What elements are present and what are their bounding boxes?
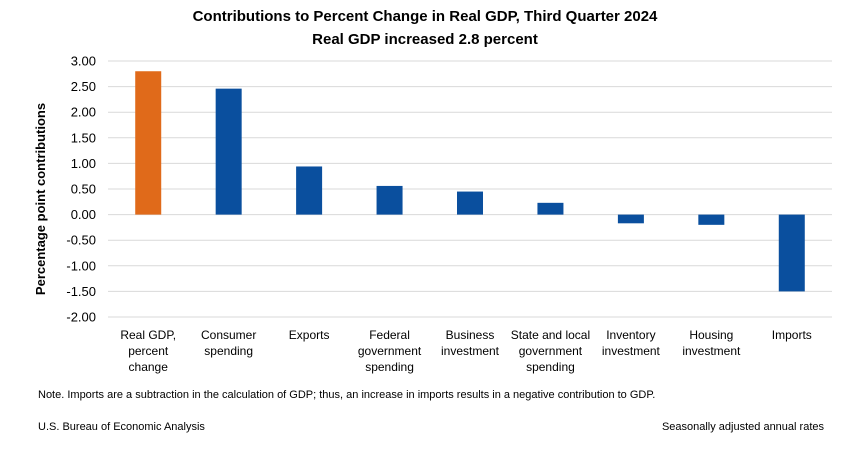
y-tick-label: 2.00 — [71, 105, 96, 120]
y-tick-label: 0.50 — [71, 182, 96, 197]
category-label: Inventory investment — [602, 328, 661, 358]
category-label-layer: Real GDP, percent change Consumer spending Ex… — [120, 328, 811, 374]
bar — [296, 166, 323, 215]
chart-title: Contributions to Percent Change in Real … — [193, 8, 658, 25]
chart-subtitle: Real GDP increased 2.8 percent — [312, 31, 538, 48]
bar — [537, 202, 564, 215]
y-tick-label: -0.50 — [66, 233, 96, 248]
chart-note: Note. Imports are a subtraction in the c… — [38, 389, 656, 401]
y-tick-label: -1.00 — [66, 258, 96, 273]
category-label: Federal government spending — [358, 328, 422, 374]
y-tick-label: -2.00 — [66, 310, 96, 325]
category-label: Real GDP, percent change — [120, 328, 176, 374]
bar — [215, 88, 242, 215]
category-label: Exports — [289, 328, 330, 342]
y-tick-label: 1.50 — [71, 130, 96, 145]
source-label: U.S. Bureau of Economic Analysis — [38, 421, 205, 433]
y-axis-title: Percentage point contributions — [33, 103, 48, 295]
y-tick-label: -1.50 — [66, 284, 96, 299]
bar — [698, 214, 725, 225]
y-tick-label: 3.00 — [71, 54, 96, 69]
y-tick-label: 2.50 — [71, 79, 96, 94]
bar — [135, 71, 162, 215]
category-label: Imports — [772, 328, 812, 342]
category-label: Consumer spending — [201, 328, 256, 358]
y-tick-label: 0.00 — [71, 207, 96, 222]
bar — [778, 214, 805, 292]
category-label: Housing investment — [682, 328, 741, 358]
bar — [617, 214, 644, 224]
rates-label: Seasonally adjusted annual rates — [661, 421, 824, 433]
y-tick-layer: 3.00 2.50 2.00 1.50 1.00 0.50 0.00 -0.50 -1.00 -1… — [66, 54, 96, 325]
category-label: Business investment — [441, 328, 500, 358]
bar — [376, 185, 403, 215]
category-label: State and local government spending — [511, 328, 590, 374]
bar-layer — [135, 71, 805, 292]
bar — [457, 191, 483, 215]
y-tick-label: 1.00 — [71, 156, 96, 171]
